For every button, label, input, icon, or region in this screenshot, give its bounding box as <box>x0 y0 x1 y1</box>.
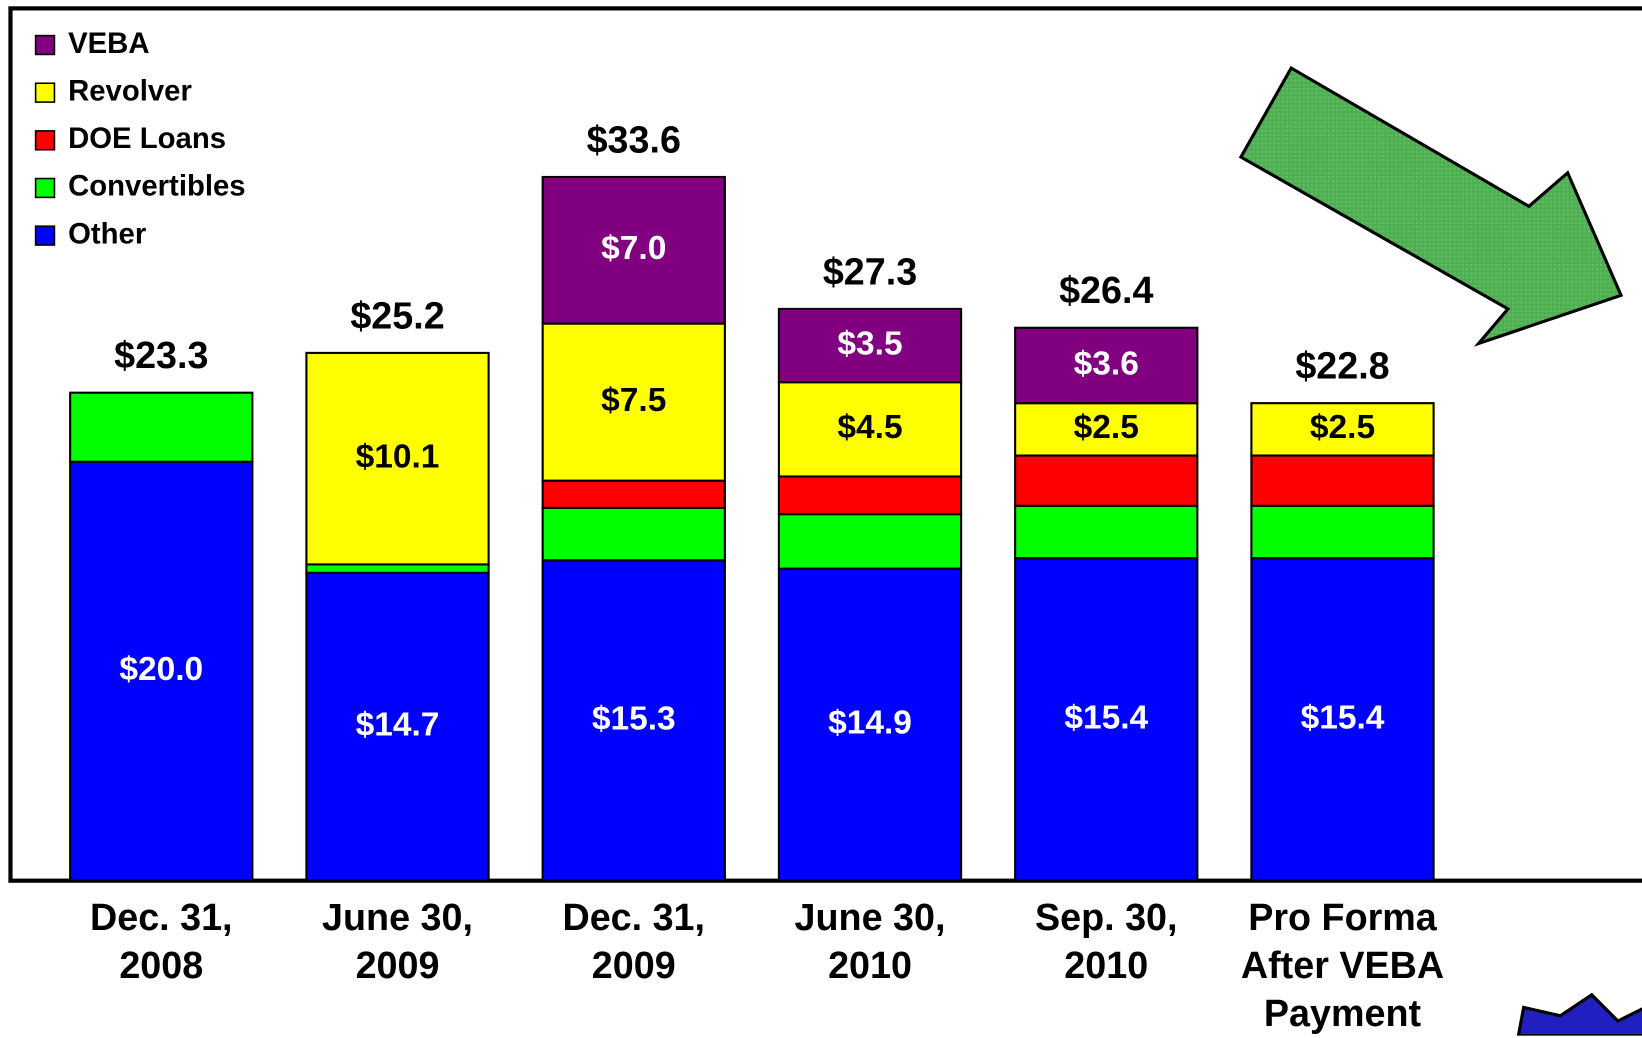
total-label: $27.3 <box>823 250 917 292</box>
bar-segment <box>1014 326 1199 405</box>
x-tick-label: June 30, 2010 <box>794 895 946 987</box>
bar-segment <box>541 559 726 882</box>
bars: $20.0 $23.3 $14.7 $10.1 $25.2 $15.3 $7.5 $7.0 $3… <box>69 118 1435 882</box>
legend: VEBA Revolver DOE Loans Convertibles Other <box>34 27 246 250</box>
segment-label: $15.4 <box>1064 699 1148 736</box>
total-label: $26.4 <box>1059 269 1153 311</box>
legend-label: Revolver <box>68 74 192 107</box>
segment-label: $2.5 <box>1310 409 1375 446</box>
legend-label: DOE Loans <box>68 122 226 155</box>
x-tick-label: June 30, 2009 <box>322 895 473 987</box>
legend-swatch <box>34 82 56 103</box>
bar-segment <box>1014 402 1199 457</box>
trend-arrow <box>1238 65 1624 347</box>
legend-label: VEBA <box>68 27 149 60</box>
bar-segment <box>1014 454 1199 507</box>
segment-label: $15.3 <box>592 700 676 737</box>
segment-label: $2.5 <box>1074 409 1139 446</box>
x-tick-label: Sep. 30, 2010 <box>1034 895 1178 987</box>
segment-label: $15.4 <box>1301 699 1385 736</box>
bar-segment <box>541 322 726 482</box>
segment-label: $14.7 <box>356 707 440 744</box>
total-label: $25.2 <box>350 294 444 336</box>
legend-swatch <box>34 130 56 151</box>
bar-segment <box>305 351 490 566</box>
bar-segment <box>1250 504 1435 560</box>
x-tick-label: Dec. 31, 2008 <box>90 895 233 987</box>
total-label: $33.6 <box>587 118 681 160</box>
legend-label: Convertibles <box>68 170 246 203</box>
bar-segment <box>777 567 963 882</box>
bar-segment <box>69 391 254 463</box>
legend-swatch <box>34 225 56 246</box>
bar-segment <box>777 475 963 516</box>
bar-segment <box>541 506 726 562</box>
bar-segment <box>541 479 726 509</box>
legend-swatch <box>34 34 56 56</box>
bar-segment <box>69 460 254 882</box>
total-label: $22.8 <box>1295 345 1389 387</box>
x-tick-label: Dec. 31, 2009 <box>562 895 706 987</box>
segment-label: $7.5 <box>601 382 666 419</box>
bar-segment <box>541 175 726 325</box>
starburst <box>1516 992 1642 1036</box>
bar-segment <box>777 307 963 384</box>
total-label: $23.3 <box>114 334 208 376</box>
segment-label: $4.5 <box>837 409 902 446</box>
segment-label: $20.0 <box>119 651 203 688</box>
x-tick-label: Pro Forma After VEBA Payment <box>1240 895 1445 1035</box>
bar-segment <box>1250 402 1435 457</box>
legend-label: Other <box>68 217 146 250</box>
bar-segment <box>305 563 490 574</box>
segment-label: $3.6 <box>1074 345 1139 382</box>
bar-segment <box>1250 454 1435 507</box>
bar-segment <box>1014 504 1199 560</box>
segment-label: $3.5 <box>837 325 902 362</box>
legend-swatch <box>34 177 56 199</box>
bar-segment <box>1250 557 1435 882</box>
segment-label: $10.1 <box>356 439 440 476</box>
segment-label: $14.9 <box>828 705 912 742</box>
bar-segment <box>777 513 963 570</box>
segment-label: $7.0 <box>601 230 666 267</box>
bar-segment <box>1014 557 1199 882</box>
